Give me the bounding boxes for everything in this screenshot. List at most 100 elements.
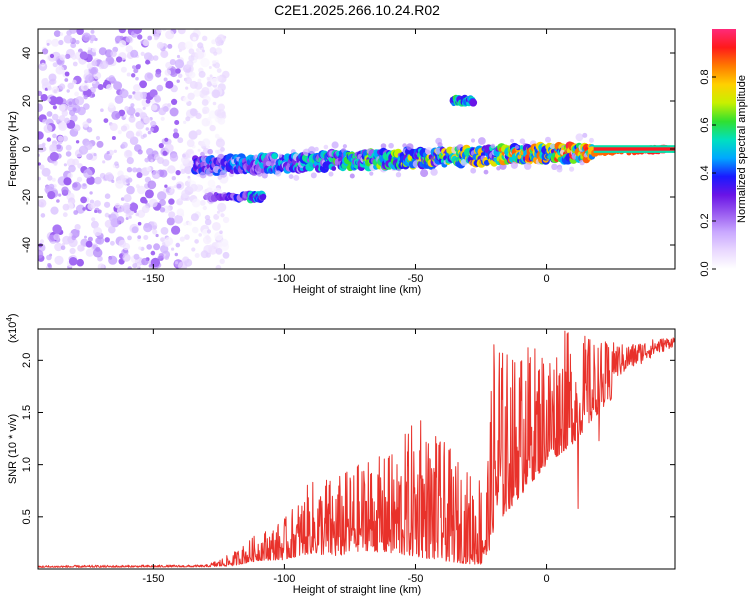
- spectrogram-halo-cell: [549, 143, 556, 149]
- spectrogram-noise-cell: [51, 38, 60, 47]
- spectrogram-noise-cell: [125, 179, 130, 183]
- spectrogram-noise-cell: [188, 55, 195, 62]
- spectrogram-noise-cell: [87, 202, 95, 211]
- spectrogram-noise-cell: [176, 183, 182, 189]
- spectrogram-noise-cell: [71, 54, 77, 60]
- spectrogram-noise-cell: [89, 199, 95, 204]
- spectrogram-noise-cell: [97, 209, 102, 214]
- snr-multiplier-base: (x10: [7, 322, 19, 343]
- spectrogram-noise-cell: [147, 180, 157, 190]
- spectrogram-noise-cell: [187, 178, 192, 183]
- spectrogram-noise-cell: [208, 66, 212, 69]
- spectrogram-noise-cell: [82, 207, 86, 211]
- spectrogram-noise-cell: [62, 235, 71, 245]
- spectrogram-noise-cell: [144, 72, 154, 82]
- spectrogram-noise-cell: [69, 109, 76, 116]
- spectrogram-halo-cell: [470, 167, 477, 174]
- spectrogram-noise-cell: [52, 105, 58, 110]
- spectrogram-noise-cell: [166, 217, 175, 226]
- spectrogram-noise-cell: [59, 32, 64, 36]
- snr-y-label: SNR (10 * v/v): [7, 414, 19, 484]
- spectrogram-noise-cell: [62, 203, 70, 211]
- spectrogram-noise-cell: [75, 96, 85, 106]
- spectrogram-noise-cell: [125, 217, 129, 220]
- spectrogram-noise-cell: [120, 66, 127, 73]
- spectrogram-noise-cell: [106, 84, 113, 91]
- spectrogram-noise-cell: [135, 64, 141, 70]
- spectrogram-noise-cell: [52, 62, 58, 68]
- spectrogram-noise-cell: [147, 130, 152, 135]
- spectrogram-y-label: Frequency (Hz): [7, 111, 19, 187]
- spectrogram-noise-cell: [155, 233, 159, 238]
- spectrogram-noise-cell: [178, 197, 182, 202]
- spectrogram-noise-cell: [137, 221, 142, 226]
- spectrogram-noise-cell: [168, 211, 176, 219]
- spectrogram-halo-cell: [328, 171, 334, 177]
- spectrogram-noise-cell: [104, 79, 108, 83]
- spectrogram-noise-cell: [128, 115, 136, 123]
- spectrogram-noise-cell: [77, 106, 86, 116]
- spectrogram-noise-cell: [117, 130, 122, 135]
- spectrogram-noise-cell: [39, 164, 45, 170]
- spectrogram-halo-cell: [510, 138, 515, 143]
- spectrogram-noise-cell: [47, 175, 53, 181]
- spectrogram-noise-cell: [93, 248, 103, 258]
- spectrogram-noise-cell: [119, 174, 125, 180]
- spectrogram-noise-cell: [198, 233, 202, 237]
- spectrogram-noise-cell: [86, 62, 94, 70]
- spectrogram-noise-cell: [215, 40, 222, 47]
- spectrogram-noise-cell: [171, 176, 176, 181]
- spectrogram-noise-cell: [79, 51, 88, 60]
- spectrogram-noise-cell: [135, 112, 140, 117]
- spectrogram-noise-cell: [165, 80, 174, 89]
- spectrogram-noise-cell: [42, 142, 46, 147]
- spectrogram-halo-cell: [310, 172, 317, 179]
- colorbar-label: Normalized spectral amplitude: [736, 75, 748, 223]
- spectrogram-noise-cell: [107, 149, 114, 156]
- spectrogram-noise-cell: [104, 212, 110, 218]
- snr-x-label: Height of straight line (km): [293, 584, 421, 596]
- spectrogram-noise-cell: [146, 166, 152, 172]
- spectrogram-halo-cell: [490, 143, 496, 149]
- spectrogram-noise-cell: [171, 225, 181, 235]
- spectrogram-noise-cell: [159, 43, 164, 48]
- spectrogram-noise-cell: [90, 29, 95, 34]
- spectrogram-noise-cell: [76, 29, 84, 35]
- spectrogram-noise-cell: [98, 47, 107, 56]
- spectrogram-noise-cell: [160, 227, 169, 235]
- spectrogram-noise-cell: [91, 220, 99, 229]
- spectrogram-noise-cell: [67, 82, 74, 90]
- spectrogram-halo-cell: [323, 144, 329, 150]
- spectrogram-noise-cell: [135, 212, 139, 217]
- spectrogram-noise-cell: [206, 81, 213, 87]
- spectrogram-noise-cell: [50, 206, 59, 215]
- spectrogram-halo-cell: [496, 166, 501, 171]
- spectrogram-noise-cell: [200, 57, 210, 68]
- spectrogram-noise-cell: [75, 204, 86, 214]
- spectrogram-noise-cell: [38, 62, 48, 71]
- spectrogram-noise-cell: [64, 71, 70, 77]
- spectrogram-noise-cell: [108, 255, 118, 265]
- spectrogram-noise-cell: [64, 78, 69, 82]
- spectrogram-noise-cell: [164, 184, 168, 188]
- spectrogram-noise-cell: [86, 153, 93, 161]
- spectrogram-noise-cell: [183, 96, 190, 103]
- spectrogram-halo-cell: [369, 171, 374, 176]
- spectrogram-noise-cell: [162, 150, 168, 156]
- spectrogram-noise-cell: [165, 30, 175, 40]
- spectrogram-noise-cell: [187, 92, 195, 101]
- spectrogram-halo-cell: [478, 137, 486, 145]
- spectrogram-noise-cell: [68, 164, 76, 173]
- colorbar-tick-label: 0.4: [699, 165, 711, 180]
- y-tick-label: 20: [21, 95, 33, 107]
- y-tick-label: -20: [21, 189, 33, 205]
- spectrogram-noise-cell: [171, 98, 178, 105]
- spectrogram-halo-cell: [551, 163, 558, 170]
- spectrogram-noise-cell: [52, 224, 62, 234]
- spectrogram-noise-cell: [76, 229, 80, 234]
- spectrogram-halo-cell: [470, 138, 476, 143]
- spectrogram-noise-cell: [135, 131, 141, 137]
- spectrogram-noise-cell: [137, 34, 143, 40]
- spectrogram-noise-cell: [158, 107, 167, 116]
